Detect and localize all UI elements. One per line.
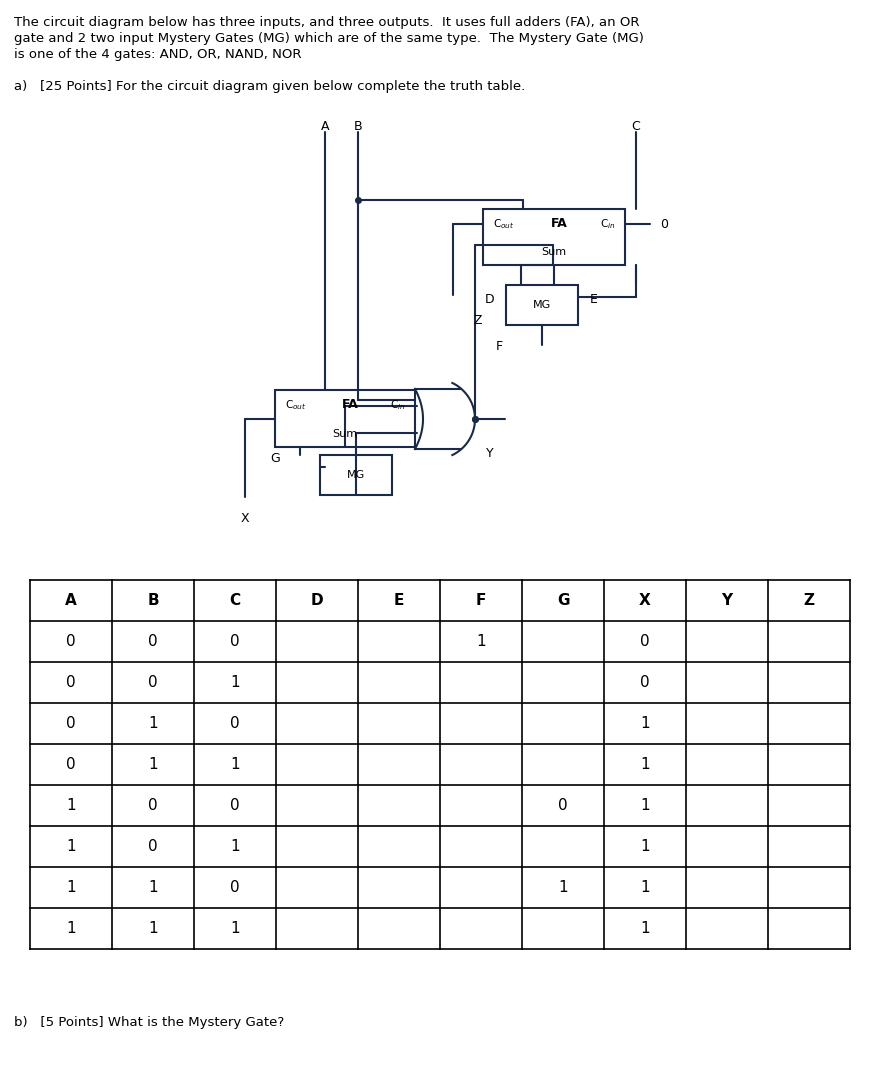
Text: D: D: [484, 293, 494, 306]
Text: 0: 0: [660, 218, 668, 230]
Text: 0: 0: [640, 634, 650, 649]
Text: 1: 1: [230, 921, 239, 936]
Text: C$_{in}$: C$_{in}$: [600, 217, 615, 230]
Text: 0: 0: [230, 880, 239, 895]
Text: 1: 1: [148, 880, 158, 895]
Text: B: B: [353, 120, 362, 133]
Text: 1: 1: [148, 716, 158, 731]
Text: The circuit diagram below has three inputs, and three outputs.  It uses full add: The circuit diagram below has three inpu…: [14, 16, 639, 29]
Text: B: B: [147, 593, 159, 608]
Text: 1: 1: [640, 921, 650, 936]
Text: 0: 0: [148, 634, 158, 649]
Text: 0: 0: [230, 716, 239, 731]
Text: C$_{out}$: C$_{out}$: [285, 398, 306, 412]
Text: 1: 1: [66, 880, 75, 895]
Text: E: E: [394, 593, 404, 608]
Text: E: E: [590, 293, 598, 306]
Text: 1: 1: [640, 716, 650, 731]
Text: 1: 1: [230, 839, 239, 854]
Text: 1: 1: [640, 880, 650, 895]
Text: 0: 0: [148, 798, 158, 813]
Text: MG: MG: [347, 469, 365, 480]
Text: X: X: [240, 512, 249, 525]
Text: 0: 0: [558, 798, 567, 813]
Text: Sum: Sum: [541, 246, 567, 257]
Bar: [320, 455, 392, 495]
Text: FA: FA: [551, 217, 567, 230]
Text: 1: 1: [640, 757, 650, 773]
Text: is one of the 4 gates: AND, OR, NAND, NOR: is one of the 4 gates: AND, OR, NAND, NO…: [14, 48, 302, 61]
Text: C: C: [230, 593, 240, 608]
Text: Z: Z: [803, 593, 815, 608]
Text: 0: 0: [640, 675, 650, 690]
Text: gate and 2 two input Mystery Gates (MG) which are of the same type.  The Mystery: gate and 2 two input Mystery Gates (MG) …: [14, 32, 644, 45]
Text: F: F: [496, 340, 503, 353]
Text: 1: 1: [148, 921, 158, 936]
Text: C$_{in}$: C$_{in}$: [389, 398, 405, 412]
Text: Sum: Sum: [332, 429, 358, 439]
Text: C: C: [631, 120, 640, 133]
Text: D: D: [310, 593, 324, 608]
Text: 0: 0: [148, 839, 158, 854]
Text: Y: Y: [722, 593, 732, 608]
Text: F: F: [476, 593, 486, 608]
Bar: [506, 285, 578, 325]
Text: X: X: [639, 593, 651, 608]
Text: 1: 1: [66, 798, 75, 813]
Text: G: G: [270, 452, 280, 465]
Text: 1: 1: [66, 839, 75, 854]
Text: Z: Z: [474, 314, 482, 327]
Text: 1: 1: [640, 839, 650, 854]
Text: 0: 0: [66, 757, 75, 773]
Bar: [275, 391, 415, 447]
Text: 1: 1: [476, 634, 486, 649]
Text: b)   [5 Points] What is the Mystery Gate?: b) [5 Points] What is the Mystery Gate?: [14, 1016, 284, 1029]
Text: 1: 1: [230, 675, 239, 690]
Text: 1: 1: [558, 880, 567, 895]
Text: a)   [25 Points] For the circuit diagram given below complete the truth table.: a) [25 Points] For the circuit diagram g…: [14, 80, 525, 93]
Bar: [483, 209, 625, 265]
Text: 0: 0: [148, 675, 158, 690]
Text: 0: 0: [66, 675, 75, 690]
Text: 1: 1: [66, 921, 75, 936]
Text: A: A: [65, 593, 77, 608]
Text: 1: 1: [230, 757, 239, 773]
Text: Y: Y: [486, 447, 494, 460]
Text: 0: 0: [66, 716, 75, 731]
Text: 0: 0: [230, 798, 239, 813]
Text: FA: FA: [342, 398, 359, 411]
Text: C$_{out}$: C$_{out}$: [493, 217, 515, 230]
Text: 1: 1: [148, 757, 158, 773]
Text: 0: 0: [66, 634, 75, 649]
Text: A: A: [321, 120, 329, 133]
Text: MG: MG: [533, 300, 551, 310]
Text: G: G: [557, 593, 569, 608]
Text: 0: 0: [230, 634, 239, 649]
Text: 1: 1: [640, 798, 650, 813]
